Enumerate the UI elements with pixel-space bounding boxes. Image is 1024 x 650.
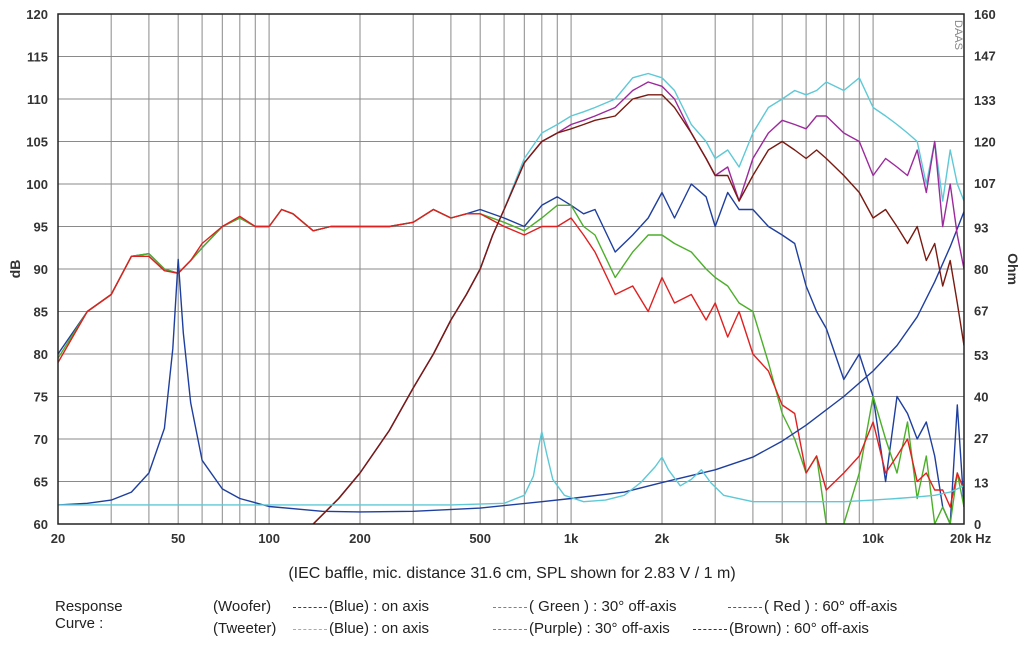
y-tick-label: 95 <box>34 220 48 235</box>
legend-item-label: ( Green ) : 30° off-axis <box>529 598 677 615</box>
x-tick-label: 20k Hz <box>950 531 992 546</box>
y2-tick-label: 27 <box>974 431 988 446</box>
x-tick-label: 5k <box>775 531 790 546</box>
y-tick-label: 75 <box>34 390 48 405</box>
y-tick-label: 100 <box>26 177 48 192</box>
legend-group-label: (Woofer) <box>213 598 272 615</box>
series-line-woofer-impedance-3 <box>58 211 964 513</box>
y-tick-label: 115 <box>27 50 48 65</box>
y-tick-label: 60 <box>34 517 48 532</box>
legend-title: Response Curve : <box>55 598 123 632</box>
x-tick-label: 2k <box>655 531 670 546</box>
watermark: DAAS <box>952 20 964 50</box>
plot-frame <box>57 13 965 525</box>
legend-item: (Brown) : 60° off-axis <box>693 620 869 637</box>
legend-swatch <box>693 628 727 630</box>
legend-item-label: ( Red ) : 60° off-axis <box>764 598 898 615</box>
y2-tick-label: 93 <box>974 221 988 236</box>
y-tick-label: 110 <box>27 92 48 107</box>
x-tick-label: 100 <box>258 531 280 546</box>
frequency-response-chart: 60 65 70 75 80 85 90 95 100 105 110 115 120 0 13 27 40 53… <box>7 7 1021 546</box>
legend-item: (Blue) : on axis <box>293 620 429 637</box>
x-tick-label: 20 <box>51 531 65 546</box>
y-tick-label: 90 <box>34 262 48 277</box>
legend-item: (Blue) : on axis <box>293 598 429 615</box>
legend-swatch <box>493 628 527 630</box>
y2-axis-title: Ohm <box>1005 253 1021 285</box>
y2-tick-label: 80 <box>974 262 988 277</box>
legend-swatch <box>293 606 327 608</box>
series-line-tweeter-impedance-7 <box>58 430 964 506</box>
y-tick-label: 70 <box>34 432 48 447</box>
y2-tick-label: 120 <box>974 135 996 150</box>
legend-item-label: (Blue) : on axis <box>329 598 430 615</box>
tick-labels: 60 65 70 75 80 85 90 95 100 105 110 115 120 0 13 27 40 53… <box>26 7 995 546</box>
x-tick-label: 500 <box>469 531 491 546</box>
response-curves <box>58 72 964 524</box>
y2-tick-label: 0 <box>974 517 981 532</box>
y2-tick-label: 67 <box>974 303 988 318</box>
series-line-tweeter-6 <box>312 94 964 524</box>
y2-tick-label: 40 <box>974 390 988 405</box>
y2-tick-label: 13 <box>974 476 988 491</box>
grid <box>58 13 964 525</box>
y-axis-title: dB <box>7 260 23 279</box>
legend-swatch <box>293 628 327 630</box>
chart-caption: (IEC baffle, mic. distance 31.6 cm, SPL … <box>288 565 736 582</box>
legend-item: (Purple) : 30° off-axis <box>493 620 670 637</box>
legend-item-label: (Brown) : 60° off-axis <box>729 620 869 637</box>
y2-tick-label: 53 <box>974 348 988 363</box>
x-tick-label: 1k <box>564 531 579 546</box>
y-tick-label: 85 <box>34 305 48 320</box>
y2-tick-label: 107 <box>974 176 996 191</box>
series-line-woofer-1 <box>58 204 964 524</box>
legend-item-label: (Blue) : on axis <box>329 620 430 637</box>
x-tick-label: 200 <box>349 531 371 546</box>
legend-item: ( Red ) : 60° off-axis <box>728 598 897 615</box>
legend-group-label: (Tweeter) <box>213 620 277 637</box>
legend-item: ( Green ) : 30° off-axis <box>493 598 676 615</box>
series-line-woofer-2 <box>58 208 964 508</box>
x-tick-label: 10k <box>862 531 884 546</box>
legend-item-label: (Purple) : 30° off-axis <box>529 620 670 637</box>
y2-tick-label: 160 <box>974 7 996 22</box>
legend-swatch <box>728 606 762 608</box>
y2-tick-label: 133 <box>974 93 996 108</box>
y-tick-label: 80 <box>34 347 48 362</box>
y-tick-label: 65 <box>34 475 48 490</box>
y2-tick-label: 147 <box>974 48 996 63</box>
legend-swatch <box>493 606 527 608</box>
y-tick-label: 120 <box>26 7 48 22</box>
y-tick-label: 105 <box>26 135 48 150</box>
x-tick-label: 50 <box>171 531 185 546</box>
